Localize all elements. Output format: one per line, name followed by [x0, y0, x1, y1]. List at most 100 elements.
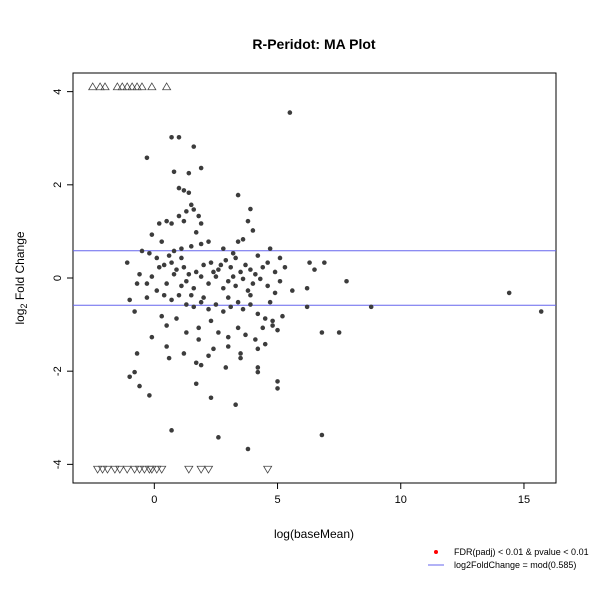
data-point [166, 355, 172, 361]
data-point [218, 262, 224, 268]
data-point [319, 330, 325, 335]
data-point [336, 330, 342, 335]
data-point [159, 313, 165, 319]
data-point [322, 260, 327, 265]
clipped-point-down [134, 465, 145, 474]
data-point [184, 330, 189, 335]
data-point [233, 283, 238, 289]
data-point [248, 292, 253, 298]
data-point [169, 221, 174, 226]
data-point [245, 288, 251, 293]
data-point [149, 274, 155, 279]
y-tick-label: 0 [52, 275, 64, 281]
data-point [137, 383, 142, 389]
data-point [134, 281, 140, 286]
data-point [260, 325, 266, 331]
data-point [225, 295, 231, 300]
data-point [221, 309, 226, 314]
data-point [240, 276, 246, 282]
data-point [184, 302, 189, 307]
data-point [127, 374, 132, 380]
y-tick-label: 4 [52, 89, 64, 95]
data-point [188, 244, 194, 249]
data-point [260, 264, 266, 270]
clipped-point-down [262, 465, 273, 474]
y-axis-label-rest: Fold Change [13, 231, 27, 303]
y-axis-label-main: log [13, 309, 27, 325]
data-point [235, 239, 241, 244]
data-point [225, 278, 231, 284]
data-point [344, 278, 349, 284]
data-point [186, 271, 192, 277]
data-point [257, 276, 263, 282]
data-point [188, 292, 194, 298]
data-point [235, 299, 241, 305]
data-point [248, 267, 253, 272]
data-point [270, 318, 275, 324]
data-point [193, 360, 199, 366]
data-point [176, 292, 182, 298]
data-point [206, 306, 211, 312]
clipped-point-down [110, 465, 120, 474]
clipped-point-down [157, 465, 167, 474]
data-point [267, 299, 273, 305]
data-point [196, 325, 201, 331]
data-point [223, 257, 229, 263]
data-point [193, 230, 199, 235]
data-point [176, 213, 182, 219]
data-point [198, 274, 204, 279]
threshold-lines [73, 250, 556, 306]
data-point [267, 246, 273, 251]
data-point [250, 281, 256, 286]
data-point [132, 369, 137, 375]
data-point [188, 202, 194, 208]
data-point [196, 213, 201, 219]
data-point [225, 334, 231, 340]
data-point [201, 295, 206, 300]
data-point [255, 253, 261, 258]
data-point [277, 255, 283, 261]
clipped-point-up [137, 82, 147, 91]
data-point [181, 351, 187, 356]
data-point [275, 327, 280, 333]
data-point [144, 295, 150, 300]
data-point [149, 334, 155, 340]
data-point [230, 251, 236, 256]
clipped-point-up [112, 82, 123, 91]
data-point [147, 251, 152, 256]
data-point [176, 134, 182, 140]
clipped-point-up [88, 82, 98, 91]
data-point [538, 309, 544, 314]
data-point [304, 285, 310, 291]
data-point [164, 218, 169, 224]
data-point [169, 134, 174, 140]
data-point [161, 292, 167, 298]
clipped-point-up [95, 82, 105, 91]
data-point [137, 271, 142, 277]
data-point [169, 260, 174, 265]
data-point [275, 386, 280, 391]
data-point [164, 344, 169, 349]
data-point [240, 306, 246, 312]
data-point [223, 365, 229, 370]
data-point [147, 393, 152, 398]
data-point [171, 169, 177, 175]
clipped-point-up [122, 82, 132, 91]
data-point [186, 190, 192, 196]
data-point [166, 253, 172, 258]
data-point [238, 355, 243, 361]
plot-frame [72, 72, 557, 484]
data-point [176, 185, 182, 191]
data-point [248, 302, 253, 307]
data-point [211, 346, 216, 352]
clipped-point-up [132, 82, 142, 91]
data-point [139, 248, 145, 254]
data-point [506, 290, 512, 296]
data-point [233, 255, 238, 261]
data-point [184, 209, 189, 214]
clipped-point-up [117, 82, 127, 91]
data-point [181, 264, 187, 270]
clipped-point-up [100, 82, 110, 91]
legend: FDR(padj) < 0.01 & pvalue < 0.01 log2Fol… [428, 547, 589, 570]
